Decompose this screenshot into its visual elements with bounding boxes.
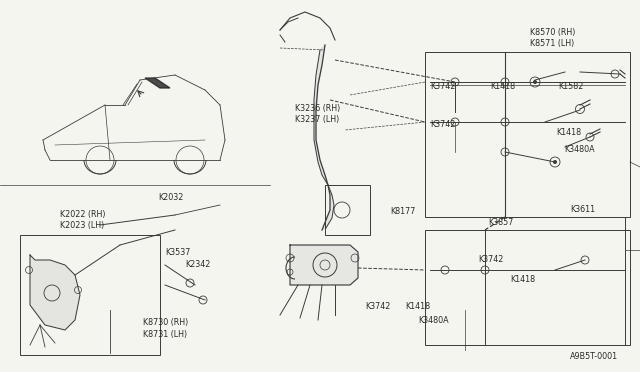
Text: K1418: K1418 [510,275,535,284]
Text: K3480A: K3480A [564,145,595,154]
Text: K3857: K3857 [488,218,513,227]
Text: K8177: K8177 [390,207,415,216]
Circle shape [533,80,537,84]
Text: K3537: K3537 [165,248,190,257]
Text: K2022 (RH): K2022 (RH) [60,210,106,219]
Text: K8731 (LH): K8731 (LH) [143,330,187,339]
Bar [425,52,630,217]
Text: A9B5T-0001: A9B5T-0001 [570,352,618,361]
Text: K8571 (LH): K8571 (LH) [530,39,574,48]
Text: K3742: K3742 [478,255,504,264]
Text: K3480A: K3480A [418,316,449,325]
Text: K2342: K2342 [185,260,211,269]
Polygon shape [30,255,80,330]
Circle shape [553,160,557,164]
Text: K8730 (RH): K8730 (RH) [143,318,188,327]
Text: K3742: K3742 [430,82,456,91]
Bar [425,230,630,345]
Text: K1418: K1418 [556,128,581,137]
Polygon shape [290,245,358,285]
Text: K3611: K3611 [570,205,595,214]
Polygon shape [314,45,334,230]
Text: K3236 (RH): K3236 (RH) [295,104,340,113]
Text: K3742: K3742 [430,120,456,129]
Bar [325,185,370,235]
Text: K2032: K2032 [158,193,184,202]
Text: K1418: K1418 [490,82,515,91]
Text: K1582: K1582 [558,82,584,91]
Polygon shape [145,78,170,88]
Text: K8570 (RH): K8570 (RH) [530,28,575,37]
Text: K1418: K1418 [405,302,430,311]
Bar [20,235,160,355]
Text: K2023 (LH): K2023 (LH) [60,221,104,230]
Text: K3237 (LH): K3237 (LH) [295,115,339,124]
Text: K3742: K3742 [365,302,390,311]
